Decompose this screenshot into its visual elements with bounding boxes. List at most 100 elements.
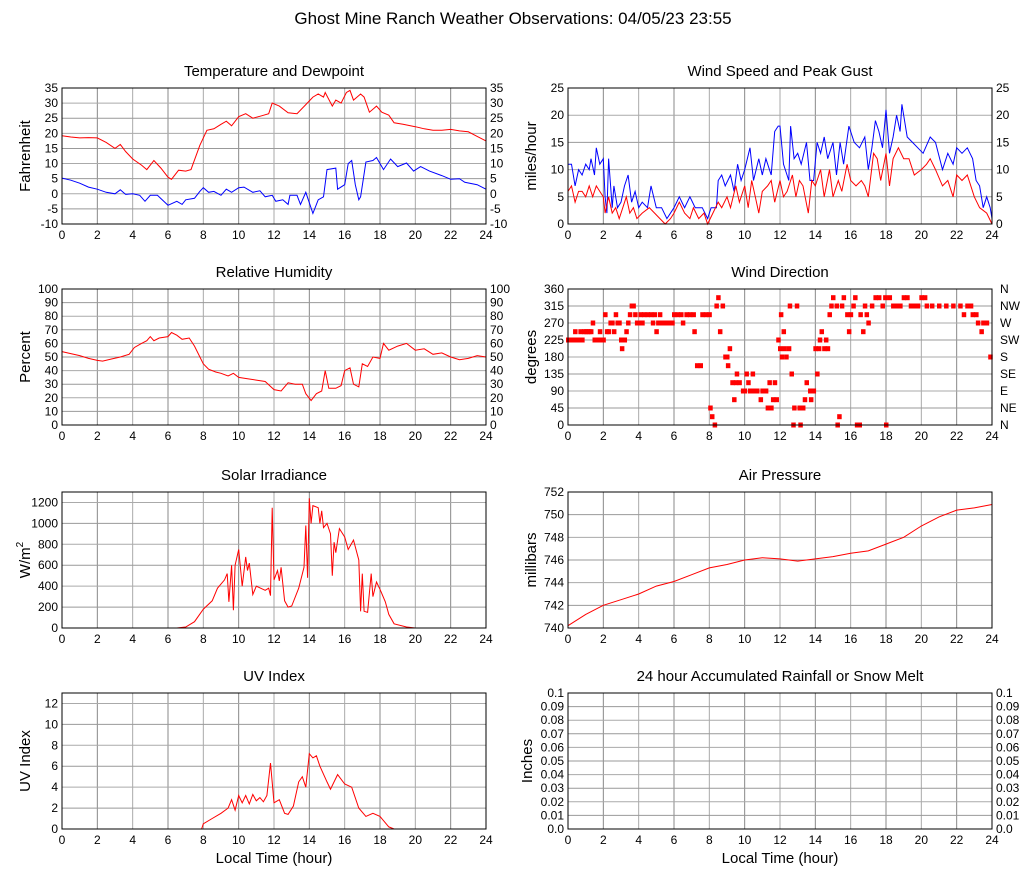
- compass-label: SW: [1000, 333, 1020, 347]
- x-tick-label: 14: [303, 833, 317, 847]
- y-tick-label-right: 0.08: [996, 713, 1020, 727]
- x-tick-label: 16: [338, 833, 352, 847]
- y-tick-label: 0.04: [541, 768, 565, 782]
- data-point: [652, 312, 658, 318]
- x-tick-label: 6: [165, 429, 172, 443]
- data-point: [778, 346, 783, 352]
- y-tick-label: 0.07: [541, 727, 565, 741]
- y-tick-label-right: 35: [490, 81, 504, 95]
- data-point: [891, 303, 896, 309]
- data-point: [929, 303, 935, 309]
- data-point: [750, 371, 756, 377]
- x-axis-label: Local Time (hour): [216, 850, 333, 867]
- chart-title: Air Pressure: [739, 467, 822, 484]
- data-point: [622, 337, 628, 343]
- y-tick-label-right: 0.07: [996, 727, 1020, 741]
- data-point: [703, 312, 709, 318]
- data-point: [746, 380, 751, 386]
- y-axis-label: Inches: [519, 739, 536, 783]
- data-point: [684, 312, 689, 318]
- data-point: [937, 303, 942, 309]
- x-tick-label: 22: [950, 228, 964, 242]
- y-tick-label: 5: [51, 172, 58, 186]
- plot-frame: [61, 87, 487, 225]
- data-point: [571, 337, 576, 343]
- y-tick-label-right: 0.1: [996, 686, 1013, 700]
- data-point: [873, 295, 878, 301]
- data-point: [778, 312, 784, 318]
- data-point: [831, 295, 836, 301]
- data-point: [912, 303, 917, 309]
- y-tick-label-right: 0.05: [996, 754, 1020, 768]
- y-tick-label: 0: [557, 217, 564, 231]
- y-tick-label: 200: [38, 600, 58, 614]
- x-tick-label: 18: [373, 632, 387, 646]
- x-tick-label: 4: [635, 833, 642, 847]
- x-tick-label: 10: [738, 632, 752, 646]
- x-tick-label: 8: [706, 833, 713, 847]
- data-point: [580, 337, 585, 343]
- x-tick-label: 8: [706, 228, 713, 242]
- y-tick-label-right: 0: [490, 187, 497, 201]
- x-tick-label: 8: [200, 429, 207, 443]
- y-tick-label-right: 20: [490, 391, 504, 405]
- y-tick-label-right: 70: [490, 323, 504, 337]
- y-tick-label: 40: [45, 364, 59, 378]
- x-tick-label: 18: [879, 228, 893, 242]
- y-tick-label: 30: [45, 96, 59, 110]
- y-tick-label: 35: [45, 81, 59, 95]
- x-tick-label: 22: [444, 632, 458, 646]
- x-tick-label: 8: [200, 833, 207, 847]
- x-tick-label: 2: [600, 429, 607, 443]
- data-point: [968, 303, 974, 309]
- x-tick-label: 4: [129, 632, 136, 646]
- data-point: [808, 397, 814, 403]
- x-tick-label: 8: [200, 632, 207, 646]
- y-tick-label: 50: [45, 350, 59, 364]
- x-tick-label: 16: [338, 429, 352, 443]
- data-point: [958, 303, 963, 309]
- data-point: [597, 329, 603, 335]
- y-tick-label: 135: [544, 367, 564, 381]
- data-point: [845, 312, 850, 318]
- data-point: [590, 320, 596, 326]
- data-point: [767, 380, 772, 386]
- data-point: [846, 329, 852, 335]
- y-tick-label: 10: [45, 157, 59, 171]
- x-tick-label: 12: [773, 632, 787, 646]
- data-point: [851, 303, 856, 309]
- data-point: [659, 320, 665, 326]
- x-tick-label: 10: [738, 833, 752, 847]
- x-tick-label: 24: [985, 228, 999, 242]
- x-tick-label: 12: [773, 228, 787, 242]
- data-point: [841, 295, 847, 301]
- data-point: [747, 388, 753, 394]
- y-tick-label-right: 10: [996, 163, 1010, 177]
- x-tick-label: 20: [409, 632, 423, 646]
- y-tick-label: 0.1: [547, 686, 564, 700]
- y-tick-label: 360: [544, 282, 564, 296]
- x-tick-label: 12: [267, 429, 281, 443]
- data-point: [792, 405, 797, 411]
- data-point: [848, 312, 854, 318]
- data-point: [858, 312, 863, 318]
- y-tick-label-right: 0.09: [996, 700, 1020, 714]
- data-point: [908, 303, 914, 309]
- y-tick-label-right: 100: [490, 282, 510, 296]
- plot-frame: [61, 692, 487, 830]
- x-tick-label: 12: [773, 833, 787, 847]
- data-point: [666, 320, 672, 326]
- data-point: [951, 303, 956, 309]
- x-tick-label: 2: [600, 833, 607, 847]
- data-point: [802, 397, 808, 403]
- series-line-solar-irradiance: [62, 498, 486, 629]
- x-tick-label: 0: [565, 429, 572, 443]
- x-tick-label: 2: [94, 228, 101, 242]
- data-point: [815, 371, 820, 377]
- x-tick-label: 12: [267, 228, 281, 242]
- x-tick-label: 20: [409, 228, 423, 242]
- compass-label: N: [1000, 282, 1009, 296]
- data-point: [755, 388, 760, 394]
